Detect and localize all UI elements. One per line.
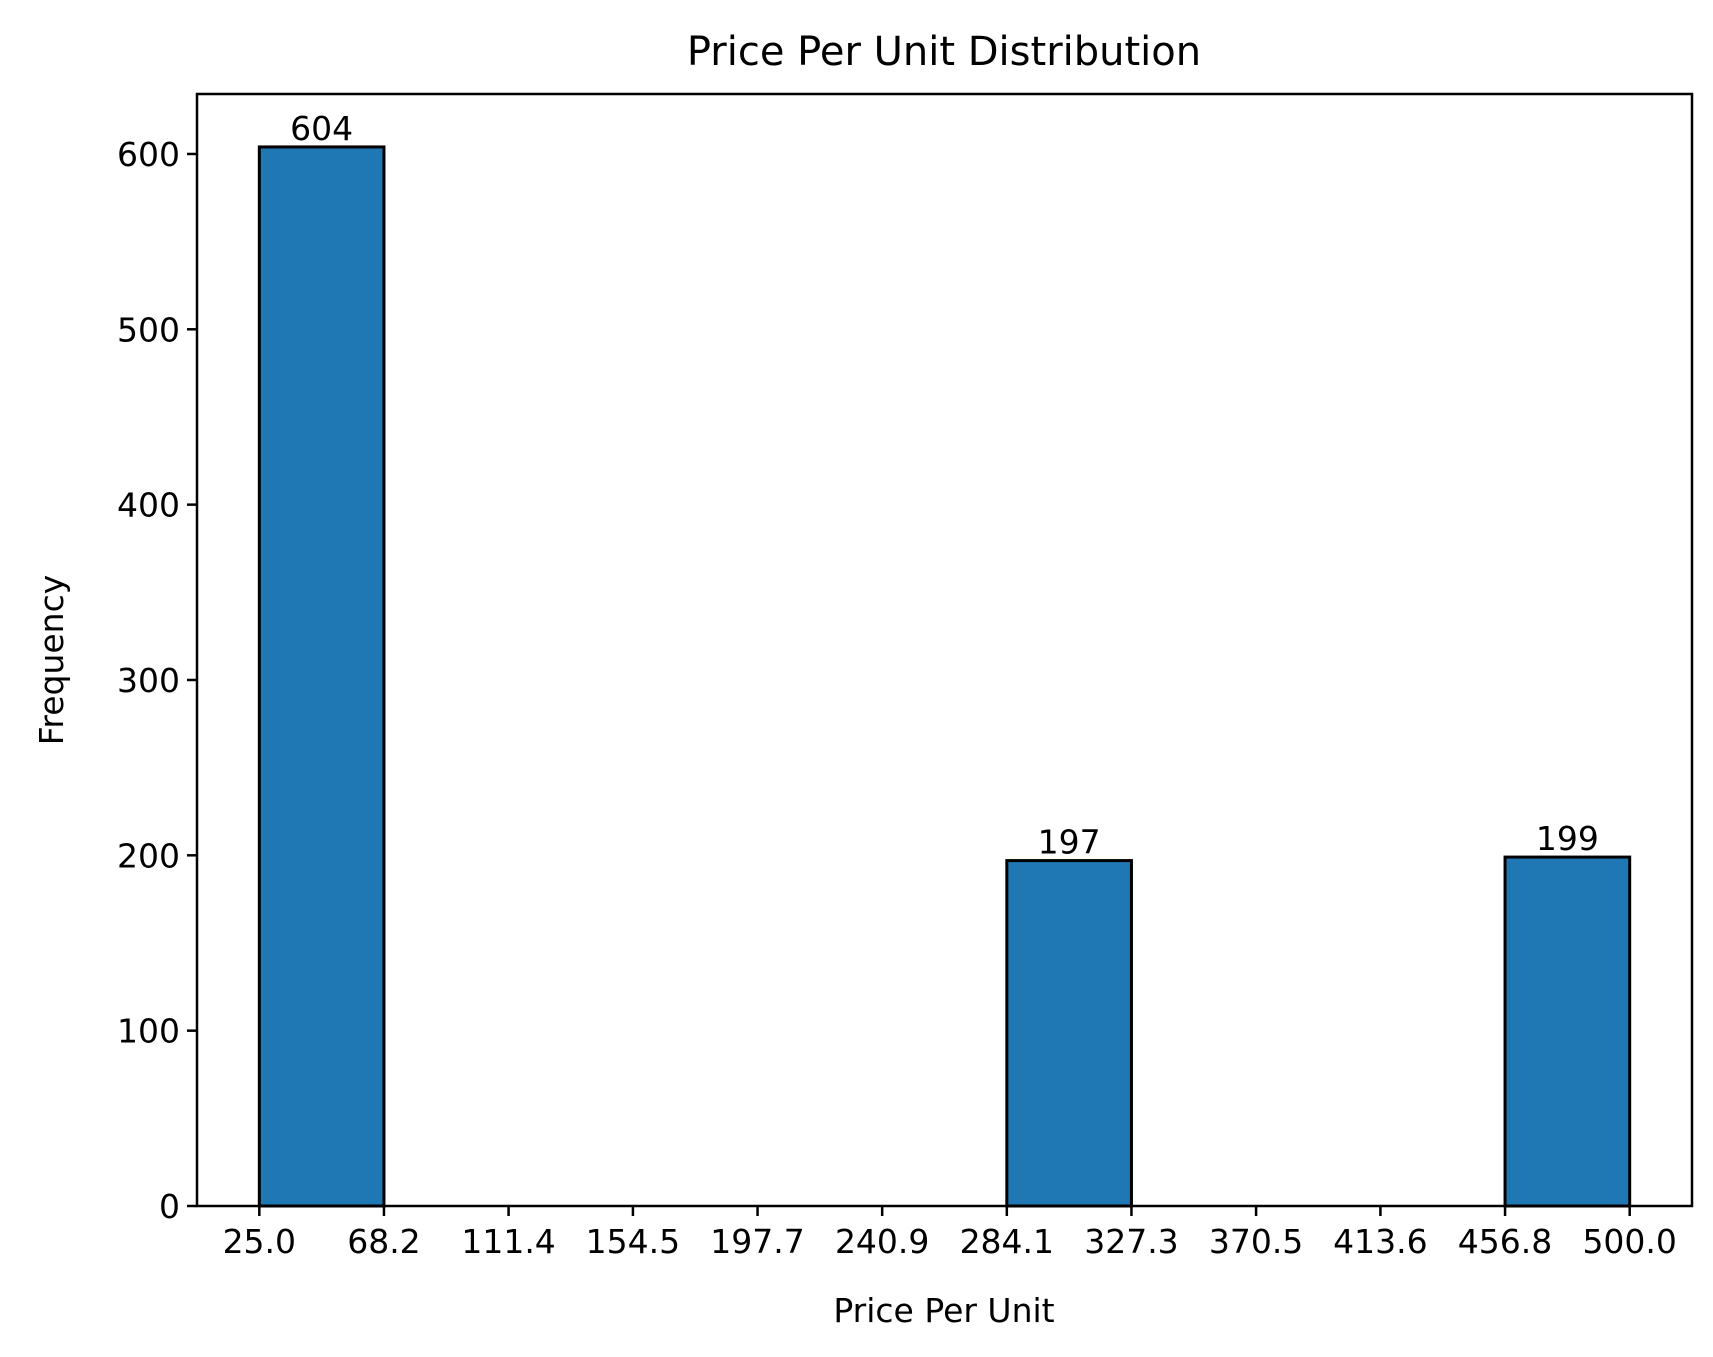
bars-layer [257, 145, 1632, 1208]
plot-frame [195, 92, 1694, 1208]
x-tick-label: 500.0 [1582, 1222, 1676, 1261]
x-tick-label: 154.5 [586, 1222, 680, 1261]
x-tick-label: 284.1 [960, 1222, 1054, 1261]
x-tick-label: 197.7 [710, 1222, 804, 1261]
x-tick-label: 25.0 [223, 1222, 296, 1261]
histogram-bar [257, 145, 386, 1208]
chart-title: Price Per Unit Distribution [687, 29, 1201, 75]
y-tick-label: 300 [117, 661, 180, 700]
histogram-bar [1503, 855, 1632, 1208]
y-tick-label: 0 [159, 1187, 180, 1226]
x-axis-label: Price Per Unit [833, 1291, 1054, 1330]
x-tick-label: 240.9 [835, 1222, 929, 1261]
y-tick-label: 600 [117, 135, 180, 174]
bar-value-label: 197 [1038, 823, 1101, 862]
y-tick-label: 200 [117, 836, 180, 875]
y-tick-label: 500 [117, 310, 180, 349]
y-axis-label: Frequency [32, 575, 71, 745]
x-tick-label: 327.3 [1084, 1222, 1178, 1261]
bar-value-label: 604 [290, 109, 353, 148]
y-tick-label: 400 [117, 486, 180, 525]
x-tick-label: 68.2 [347, 1222, 420, 1261]
histogram-bar [1005, 859, 1133, 1208]
bar-value-label: 199 [1536, 819, 1599, 858]
x-tick-label: 370.5 [1209, 1222, 1303, 1261]
x-tick-label: 456.8 [1458, 1222, 1552, 1261]
data-labels-layer: 604 197 199 [290, 109, 1599, 862]
axes-layer: 0 100 200 300 400 500 600 25.0 68.2 111.4 154.5 197… [117, 92, 1694, 1261]
y-tick-label: 100 [117, 1012, 180, 1051]
x-tick-label: 413.6 [1333, 1222, 1427, 1261]
x-tick-label: 111.4 [461, 1222, 555, 1261]
